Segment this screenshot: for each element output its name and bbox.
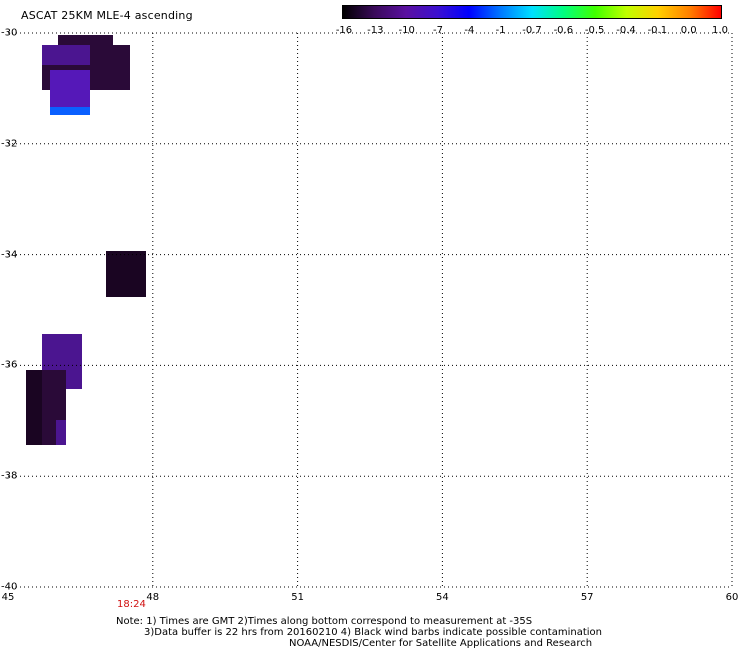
color-scale-tick-label: -1 [495, 25, 506, 36]
longitude-label: 48 [146, 592, 160, 603]
mle-data-cell [42, 45, 90, 65]
longitude-label: 45 [1, 592, 15, 603]
mle-data-cell [106, 251, 146, 297]
color-scale-tick-label: -0.6 [553, 25, 574, 36]
pass-time-label: 18:24 [117, 599, 146, 610]
color-scale-tick-label: -0.4 [616, 25, 636, 36]
color-scale-tick-label: -0.5 [584, 25, 605, 36]
color-scale-tick-label: -7 [433, 25, 443, 36]
color-scale-tick-label: 0.0 [680, 25, 697, 36]
latitude-label: -36 [1, 359, 18, 371]
mle-data-cell [56, 420, 66, 445]
color-scale-tick-label: -4 [464, 25, 475, 36]
longitude-label: 60 [725, 592, 739, 603]
color-scale-tick-label: -0.1 [647, 25, 668, 36]
mle-data-cell [50, 70, 90, 107]
color-scale-tick-label: -10 [398, 25, 415, 36]
color-scale-tick-label: -13 [367, 25, 384, 36]
color-scale-tick-label: 1.0 [712, 25, 728, 36]
color-scale-tick-label: -16 [335, 25, 353, 36]
map-title: ASCAT 25KM MLE-4 ascending [21, 9, 193, 22]
latitude-label: -32 [1, 138, 18, 150]
note-line-1: Note: 1) Times are GMT 2)Times along bot… [116, 616, 533, 627]
latitude-label: -34 [1, 249, 18, 261]
mle-data-cell [26, 370, 42, 445]
mle-data-cell [58, 35, 113, 48]
data-cells [26, 35, 146, 445]
color-scale-tick-label: -0.7 [522, 25, 542, 36]
longitude-label: 57 [580, 592, 594, 603]
latitude-label: -40 [1, 581, 18, 593]
longitude-label: 54 [436, 592, 449, 603]
grid-lines [8, 32, 733, 588]
mle-data-cell [50, 107, 90, 115]
color-scale-bar [342, 5, 722, 19]
note-line-3: NOAA/NESDIS/Center for Satellite Applica… [289, 638, 593, 649]
longitude-label: 51 [291, 592, 304, 603]
latitude-label: -30 [1, 27, 18, 39]
latitude-label: -38 [1, 470, 18, 482]
note-line-2: 3)Data buffer is 22 hrs from 20160210 4)… [144, 627, 602, 638]
